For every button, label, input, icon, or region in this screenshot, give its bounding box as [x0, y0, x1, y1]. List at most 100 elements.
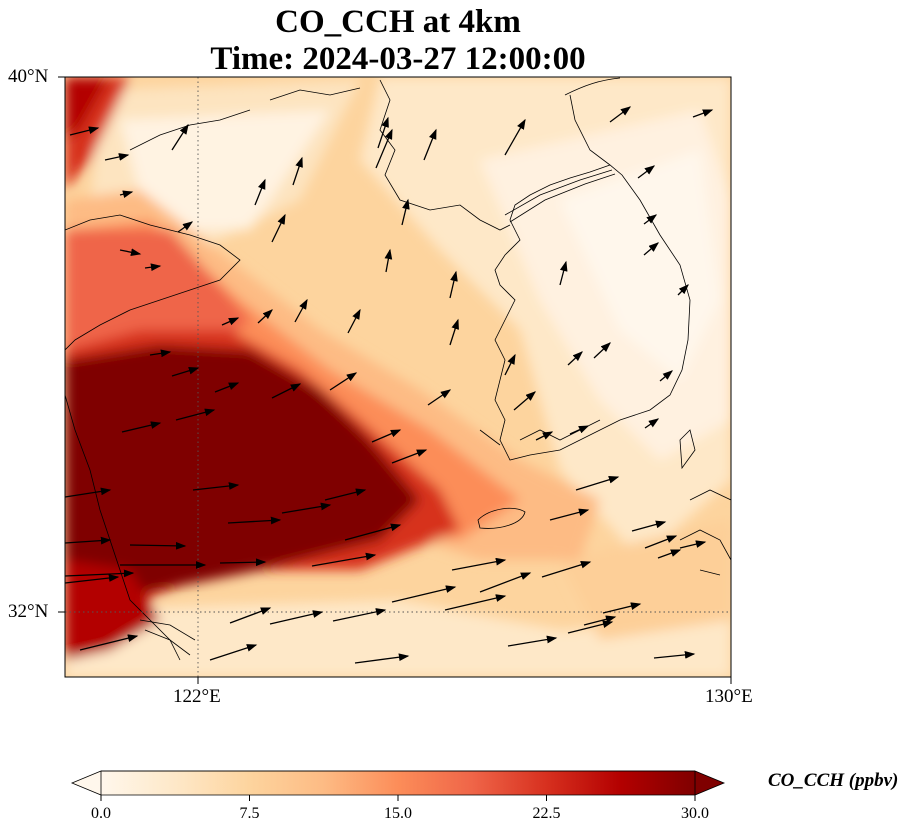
wind-arrow: [575, 475, 620, 491]
colorbar-tick-label: 15.0: [384, 805, 412, 822]
wind-arrow: [583, 615, 617, 626]
wind-arrow: [65, 569, 135, 578]
wind-arrow: [449, 270, 458, 299]
colorbar-tick-label: 30.0: [681, 805, 709, 822]
wind-arrow: [347, 308, 361, 334]
wind-arrow: [177, 221, 194, 233]
wind-arrow: [344, 523, 402, 541]
wind-arrow: [209, 644, 258, 661]
wind-arrow: [535, 431, 554, 441]
wind-arrow: [644, 418, 660, 429]
wind-arrow: [567, 620, 614, 634]
map-title: CO_CCH at 4km: [275, 4, 521, 40]
colorbar: [70, 770, 726, 801]
wind-arrow: [171, 366, 200, 377]
wind-arrow: [643, 214, 658, 225]
wind-arrow: [692, 109, 714, 118]
wind-arrow: [65, 487, 112, 498]
wind-arrow: [657, 549, 682, 559]
wind-arrow: [504, 353, 516, 376]
lat-tick-label: 32°N: [8, 601, 49, 622]
wind-arrow: [119, 248, 142, 257]
wind-arrow: [653, 651, 696, 659]
wind-vectors: [65, 106, 714, 664]
wind-arrow: [427, 389, 452, 406]
colorbar-tick-label: 22.5: [532, 805, 561, 822]
wind-arrow: [271, 213, 286, 243]
wind-arrow: [569, 425, 590, 435]
wind-arrow: [541, 560, 592, 578]
wind-arrow: [371, 429, 402, 443]
wind-arrow: [119, 190, 134, 198]
wind-arrow: [644, 535, 678, 549]
coastlines: [65, 77, 731, 661]
wind-arrow: [292, 156, 303, 186]
wind-arrow: [391, 449, 428, 464]
wind-arrow: [513, 391, 536, 411]
wind-arrow: [219, 558, 267, 567]
wind-arrow: [171, 123, 189, 151]
wind-arrow: [294, 298, 308, 323]
wind-arrow: [384, 248, 393, 273]
wind-arrow: [149, 349, 172, 358]
wind-arrow: [65, 574, 120, 584]
wind-arrow: [271, 383, 302, 399]
wind-arrow: [479, 572, 532, 593]
wind-arrow: [401, 198, 410, 226]
wind-arrow: [631, 520, 667, 532]
wind-arrow: [609, 106, 632, 123]
wind-arrow: [602, 602, 642, 614]
wind-arrow: [281, 502, 332, 514]
wind-arrow: [227, 516, 282, 525]
wind-arrow: [324, 488, 367, 501]
wind-arrow: [377, 116, 389, 149]
wind-arrow: [659, 370, 673, 382]
wind-arrow: [144, 263, 162, 272]
colorbar-body: [101, 771, 695, 795]
wind-arrow: [449, 318, 459, 346]
map-frame: [64, 76, 732, 678]
wind-arrow: [269, 610, 324, 625]
colorbar-extend-min: [70, 770, 102, 796]
wind-arrow: [129, 541, 187, 550]
wind-arrow: [311, 552, 377, 567]
wind-arrow: [69, 126, 100, 136]
colorbar-extend-max: [694, 770, 726, 796]
lon-tick-label: 122°E: [173, 686, 221, 707]
colorbar-title: CO_CCH (ppbv): [768, 770, 899, 791]
wind-arrow: [121, 421, 162, 433]
map-subtitle-time: Time: 2024-03-27 12:00:00: [210, 41, 586, 77]
gridlines: [65, 77, 731, 677]
wind-arrow: [451, 557, 507, 571]
wind-arrow: [214, 382, 240, 393]
wind-arrow: [104, 153, 130, 161]
wind-arrow: [329, 372, 358, 391]
wind-arrow: [593, 342, 611, 359]
lat-tick-label: 40°N: [8, 66, 49, 87]
wind-arrow: [549, 508, 590, 521]
concentration-field: [65, 77, 731, 677]
wind-arrow: [559, 260, 568, 286]
wind-arrow: [391, 585, 457, 603]
wind-arrow: [221, 317, 240, 326]
wind-arrow: [677, 284, 689, 296]
wind-arrow: [79, 634, 139, 651]
wind-arrow: [643, 242, 659, 256]
tick-marks: [58, 76, 732, 684]
wind-arrow: [375, 128, 393, 169]
wind-arrow: [254, 178, 266, 206]
wind-arrow: [332, 608, 387, 622]
wind-arrow: [679, 540, 707, 549]
wind-arrow: [229, 607, 272, 624]
lon-tick-label: 130°E: [705, 686, 753, 707]
wind-arrow: [504, 118, 526, 156]
wind-arrow: [423, 128, 437, 161]
colorbar-tick-label: 0.0: [91, 805, 111, 822]
wind-arrow: [175, 408, 216, 421]
wind-arrow: [637, 165, 656, 179]
wind-arrow: [444, 594, 507, 611]
wind-arrow: [567, 351, 583, 366]
wind-arrow: [65, 536, 112, 545]
wind-arrow: [257, 309, 273, 324]
